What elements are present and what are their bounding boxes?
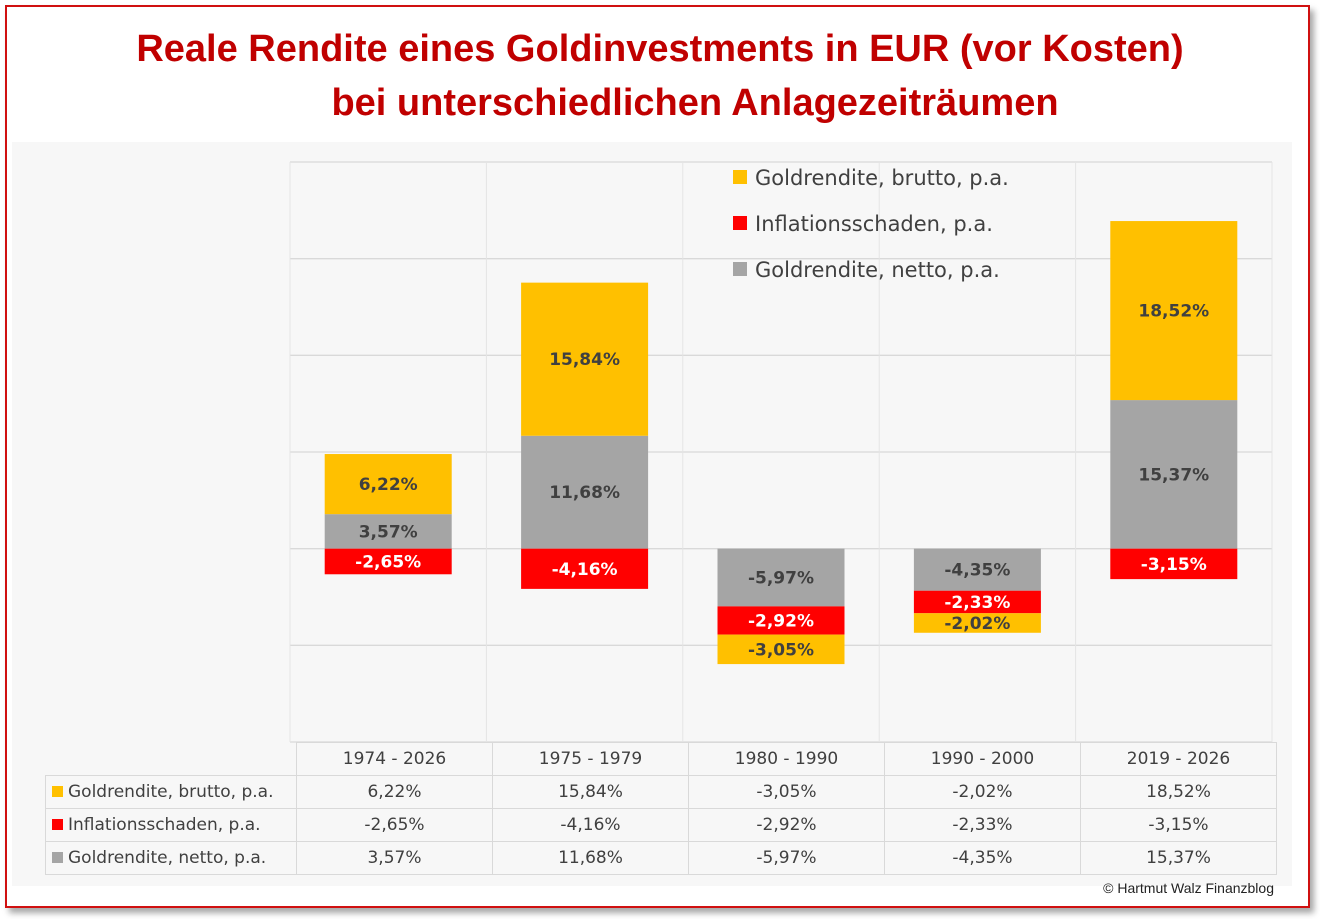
table-cell: 11,68% — [492, 841, 689, 875]
table-cell: 18,52% — [1080, 775, 1277, 809]
table-cell: 15,84% — [492, 775, 689, 809]
data-label-inflation: -2,65% — [355, 552, 421, 572]
legend-swatch-icon — [52, 786, 63, 797]
table-cell: -4,35% — [884, 841, 1081, 875]
title-line-2: bei unterschiedlichen Anlagezeiträumen — [331, 82, 1059, 124]
bar-gross — [913, 613, 1041, 633]
table-cell: -4,16% — [492, 808, 689, 842]
bar-gross — [324, 454, 452, 515]
bar-gross — [717, 634, 845, 665]
table-row: Goldrendite, netto, p.a. 3,57% 11,68% -5,97… — [45, 841, 1277, 875]
table-row: Goldrendite, brutto, p.a. 6,22% 15,84% -3,0… — [45, 775, 1277, 809]
legend-swatch — [733, 170, 747, 184]
data-label-net: -4,35% — [944, 561, 1010, 581]
data-table: 1974 - 2026 1975 - 1979 1980 - 1990 1990 - … — [45, 742, 1277, 875]
bar-gross — [1110, 221, 1238, 401]
bar-inflation — [717, 606, 845, 635]
table-cell: -3,05% — [688, 775, 885, 809]
series-name: Inflationsschaden, p.a. — [68, 815, 261, 835]
data-label-inflation: -3,15% — [1141, 555, 1207, 575]
table-cell: -2,02% — [884, 775, 1081, 809]
data-label-gross: -2,02% — [944, 614, 1010, 634]
table-row: Inflationsschaden, p.a. -2,65% -4,16% -2,92… — [45, 808, 1277, 842]
data-label-net: 11,68% — [549, 483, 620, 503]
legend-label: Goldrendite, netto, p.a. — [755, 258, 1000, 282]
data-label-net: -5,97% — [748, 569, 814, 589]
bar-net — [1110, 400, 1238, 549]
legend-label: Goldrendite, brutto, p.a. — [755, 166, 1009, 190]
bar-net — [717, 548, 845, 607]
table-cell: -2,33% — [884, 808, 1081, 842]
bar-gross — [521, 282, 649, 436]
table-header-row: 1974 - 2026 1975 - 1979 1980 - 1990 1990 - … — [45, 742, 1277, 776]
table-corner — [45, 742, 297, 776]
table-cell: 3,57% — [296, 841, 493, 875]
legend-label: Inflationsschaden, p.a. — [755, 212, 993, 236]
data-label-inflation: -4,16% — [552, 560, 618, 580]
table-cell: 6,22% — [296, 775, 493, 809]
bar-net — [521, 435, 649, 549]
legend-swatch-icon — [52, 819, 63, 830]
data-label-inflation: -2,92% — [748, 611, 814, 631]
series-name: Goldrendite, brutto, p.a. — [68, 782, 274, 802]
copyright: © Hartmut Walz Finanzblog — [1103, 880, 1274, 896]
chart-title: Reale Rendite eines Goldinvestments in E… — [0, 22, 1320, 130]
table-column-header: 1980 - 1990 — [688, 742, 885, 776]
table-row-label: Inflationsschaden, p.a. — [45, 808, 297, 842]
table-column-header: 2019 - 2026 — [1080, 742, 1277, 776]
bar-inflation — [324, 548, 452, 575]
table-cell: -2,65% — [296, 808, 493, 842]
table-column-header: 1974 - 2026 — [296, 742, 493, 776]
table-cell: -5,97% — [688, 841, 885, 875]
table-row-label: Goldrendite, netto, p.a. — [45, 841, 297, 875]
bar-inflation — [1110, 548, 1238, 580]
title-line-1: Reale Rendite eines Goldinvestments in E… — [136, 28, 1184, 70]
data-label-gross: 6,22% — [359, 475, 418, 495]
data-label-net: 15,37% — [1138, 465, 1209, 485]
bar-inflation — [913, 590, 1041, 614]
series-name: Goldrendite, netto, p.a. — [68, 848, 267, 868]
legend-swatch-icon — [52, 852, 63, 863]
bar-inflation — [521, 548, 649, 589]
legend-swatch — [733, 216, 747, 230]
bar-net — [324, 514, 452, 549]
data-label-gross: -3,05% — [748, 640, 814, 660]
table-column-header: 1990 - 2000 — [884, 742, 1081, 776]
data-label-gross: 18,52% — [1138, 302, 1209, 322]
table-cell: -2,92% — [688, 808, 885, 842]
table-cell: -3,15% — [1080, 808, 1277, 842]
table-cell: 15,37% — [1080, 841, 1277, 875]
legend-swatch — [733, 262, 747, 276]
data-label-gross: 15,84% — [549, 350, 620, 370]
table-row-label: Goldrendite, brutto, p.a. — [45, 775, 297, 809]
table-column-header: 1975 - 1979 — [492, 742, 689, 776]
bar-net — [913, 548, 1041, 591]
data-label-net: 3,57% — [359, 522, 418, 542]
data-label-inflation: -2,33% — [944, 593, 1010, 613]
